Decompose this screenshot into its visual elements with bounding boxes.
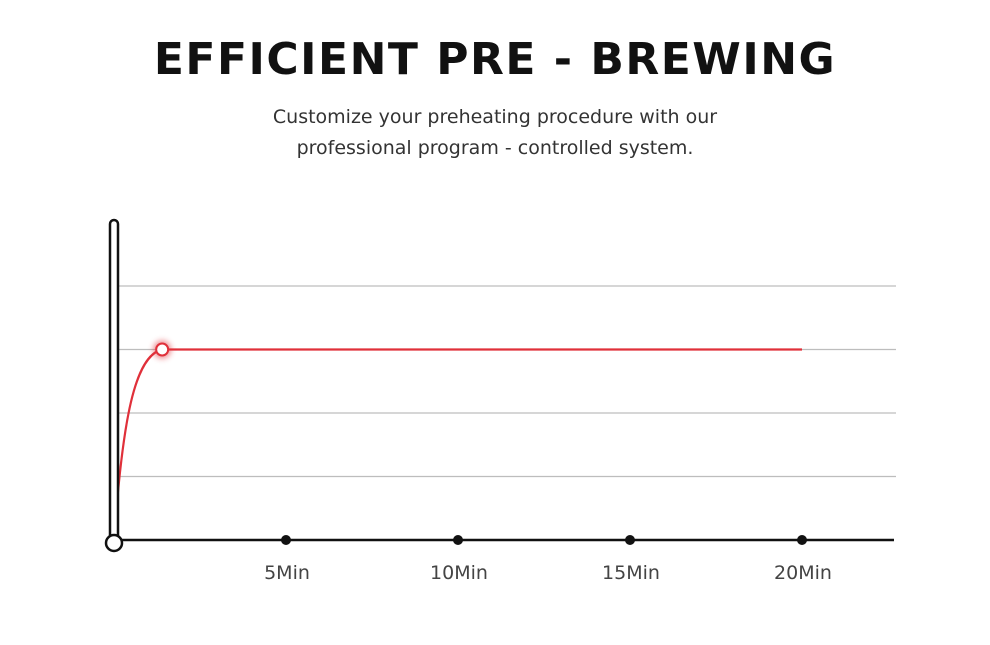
y-axis: [108, 218, 120, 542]
x-tick-label: 5Min: [264, 562, 310, 584]
x-tick-dot: [453, 535, 463, 545]
page-title: EFFICIENT PRE - BREWING: [153, 34, 837, 85]
x-tick-dot: [797, 535, 807, 545]
subtitle-line-1: Customize your preheating procedure with…: [272, 106, 718, 128]
x-tick-label: 15Min: [602, 562, 660, 584]
x-tick-label: 10Min: [430, 562, 488, 584]
curve-marker: [155, 342, 170, 357]
curve-layer: [112, 340, 802, 541]
x-tick-label: 20Min: [774, 562, 832, 584]
tick-layer: 5Min 10Min 15Min 20Min: [264, 535, 832, 584]
x-tick-dot: [625, 535, 635, 545]
x-tick-dot: [281, 535, 291, 545]
subtitle-line-2: professional program - controlled system…: [296, 137, 694, 159]
grid-layer: [118, 285, 896, 478]
page-subtitle: Customize your preheating procedure with…: [195, 102, 795, 164]
axis-layer: [104, 218, 894, 553]
origin-point: [104, 533, 124, 553]
temperature-curve: [112, 348, 802, 541]
